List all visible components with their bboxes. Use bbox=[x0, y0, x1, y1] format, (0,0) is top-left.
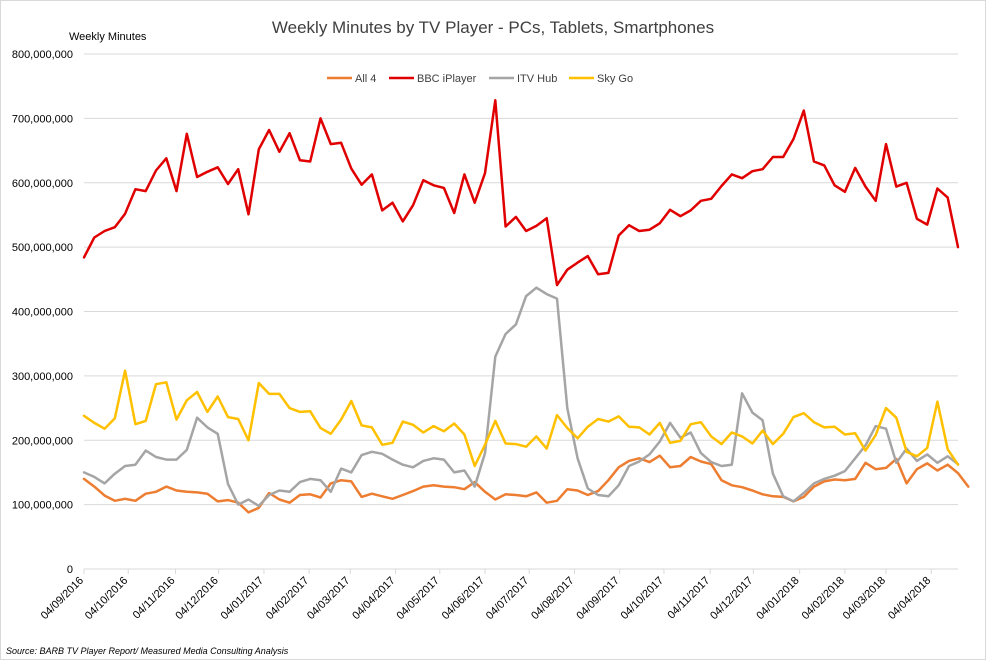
x-tick-label: 04/10/2016 bbox=[83, 575, 130, 622]
legend: All 4 BBC iPlayer ITV Hub Sky Go bbox=[327, 73, 633, 85]
x-tick-label: 04/12/2017 bbox=[708, 575, 755, 622]
series-lines bbox=[82, 99, 970, 514]
x-tick-label: 04/09/2017 bbox=[574, 575, 621, 622]
series-line-bbc-iplayer bbox=[82, 99, 960, 287]
legend-label-itv-hub: ITV Hub bbox=[517, 73, 557, 85]
x-tick-label: 04/06/2017 bbox=[440, 575, 487, 622]
x-tick-label: 04/02/2018 bbox=[800, 575, 847, 622]
y-tick-label: 600,000,000 bbox=[12, 178, 73, 190]
y-tick-labels: 0 100,000,000 200,000,000 300,000,000 400,00… bbox=[12, 49, 73, 576]
x-tick-label: 04/04/2018 bbox=[886, 575, 933, 622]
x-tick-label: 04/03/2018 bbox=[841, 575, 888, 622]
chart-title: Weekly Minutes by TV Player - PCs, Table… bbox=[272, 18, 714, 37]
y-tick-label: 700,000,000 bbox=[12, 113, 73, 125]
legend-label-sky-go: Sky Go bbox=[597, 73, 633, 85]
x-tick-label: 04/05/2017 bbox=[394, 575, 441, 622]
y-tick-label: 0 bbox=[67, 564, 73, 576]
x-tick-label: 04/02/2017 bbox=[264, 575, 311, 622]
series-line-sky-go bbox=[82, 369, 960, 468]
y-tick-label: 200,000,000 bbox=[12, 435, 73, 447]
x-tick-label: 04/09/2016 bbox=[39, 575, 86, 622]
y-tick-label: 500,000,000 bbox=[12, 242, 73, 254]
y-tick-label: 800,000,000 bbox=[12, 49, 73, 61]
y-tick-label: 300,000,000 bbox=[12, 371, 73, 383]
y-tick-label: 400,000,000 bbox=[12, 307, 73, 319]
y-axis-label: Weekly Minutes bbox=[69, 31, 147, 43]
x-tick-label: 04/03/2017 bbox=[305, 575, 352, 622]
x-tick-label: 04/11/2017 bbox=[665, 575, 712, 622]
gridlines bbox=[84, 53, 958, 506]
source-note: Source: BARB TV Player Report/ Measured … bbox=[6, 646, 289, 656]
series-line-all-4 bbox=[82, 454, 970, 514]
y-tick-label: 100,000,000 bbox=[12, 500, 73, 512]
legend-label-bbc-iplayer: BBC iPlayer bbox=[417, 73, 477, 85]
x-tick-label: 04/08/2017 bbox=[529, 575, 576, 622]
x-tick-label: 04/12/2016 bbox=[173, 575, 220, 622]
x-tick-label: 04/10/2017 bbox=[619, 575, 666, 622]
x-tick-label: 04/01/2017 bbox=[219, 575, 266, 622]
x-tick-label: 04/07/2017 bbox=[484, 575, 531, 622]
x-tick-label: 04/11/2016 bbox=[131, 575, 178, 622]
x-tick-label: 04/01/2018 bbox=[754, 575, 801, 622]
series-line-itv-hub bbox=[82, 286, 960, 508]
x-tick-label: 04/04/2017 bbox=[350, 575, 397, 622]
legend-label-all-4: All 4 bbox=[355, 73, 376, 85]
